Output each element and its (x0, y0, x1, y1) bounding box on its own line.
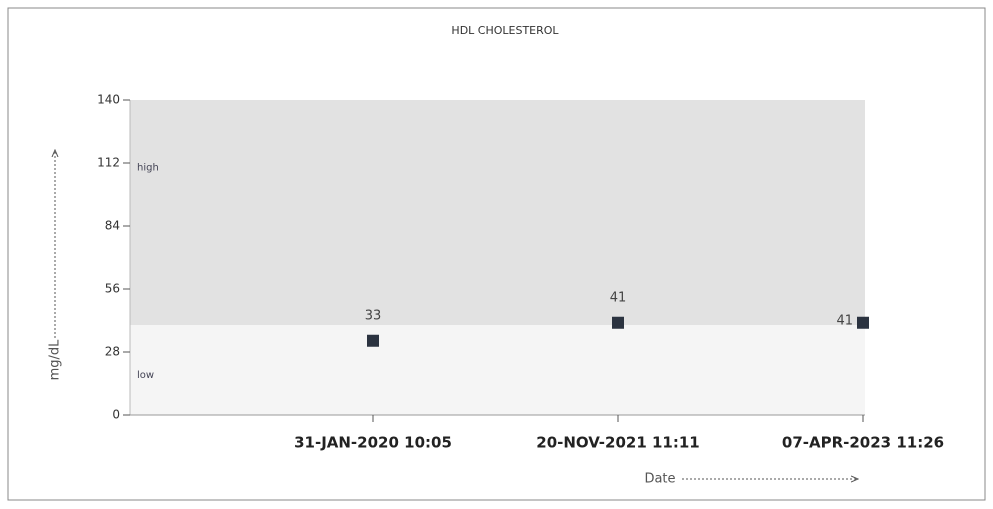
y-tick-label: 84 (105, 219, 120, 233)
zone-band (130, 100, 865, 325)
y-axis-title: mg/dL (48, 339, 63, 381)
y-tick-label: 112 (97, 156, 120, 170)
data-label: 41 (836, 313, 853, 328)
zone-band (130, 325, 865, 415)
zone-label: high (137, 163, 159, 174)
data-label: 33 (365, 308, 382, 323)
frame (7, 7, 986, 501)
point (367, 334, 379, 347)
y-tick-label: 28 (105, 345, 120, 359)
x-tick-label: 31-JAN-2020 10:05 (294, 434, 452, 452)
zone-label: low (137, 370, 154, 381)
point (612, 316, 624, 329)
chart-title: HDL CHOLESTEROL (451, 24, 559, 37)
x-tick-label: 20-NOV-2021 11:11 (536, 434, 699, 452)
point (857, 316, 869, 329)
y-tick-label: 140 (97, 93, 120, 107)
x-tick-label: 07-APR-2023 11:26 (782, 434, 944, 452)
x-axis-title: Date (644, 472, 675, 487)
y-tick-label: 0 (112, 408, 120, 422)
data-label: 41 (610, 290, 627, 305)
y-tick-label: 56 (105, 282, 120, 296)
